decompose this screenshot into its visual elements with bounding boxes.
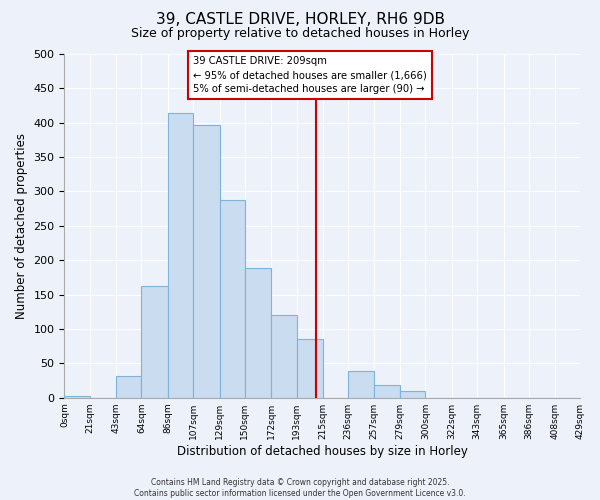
X-axis label: Distribution of detached houses by size in Horley: Distribution of detached houses by size … [177,444,468,458]
Bar [296,340,323,398]
Bar [142,286,168,398]
Y-axis label: Number of detached properties: Number of detached properties [15,133,28,319]
Bar [400,391,425,398]
Bar [220,200,245,398]
Bar [193,126,220,398]
Bar [271,315,296,398]
Bar [64,396,89,398]
Text: 39, CASTLE DRIVE, HORLEY, RH6 9DB: 39, CASTLE DRIVE, HORLEY, RH6 9DB [155,12,445,28]
Bar [168,113,193,398]
Bar [245,268,271,398]
Bar [349,371,374,398]
Text: 39 CASTLE DRIVE: 209sqm
← 95% of detached houses are smaller (1,666)
5% of semi-: 39 CASTLE DRIVE: 209sqm ← 95% of detache… [193,56,427,94]
Text: Size of property relative to detached houses in Horley: Size of property relative to detached ho… [131,28,469,40]
Bar [116,376,142,398]
Bar [374,384,400,398]
Text: Contains HM Land Registry data © Crown copyright and database right 2025.
Contai: Contains HM Land Registry data © Crown c… [134,478,466,498]
